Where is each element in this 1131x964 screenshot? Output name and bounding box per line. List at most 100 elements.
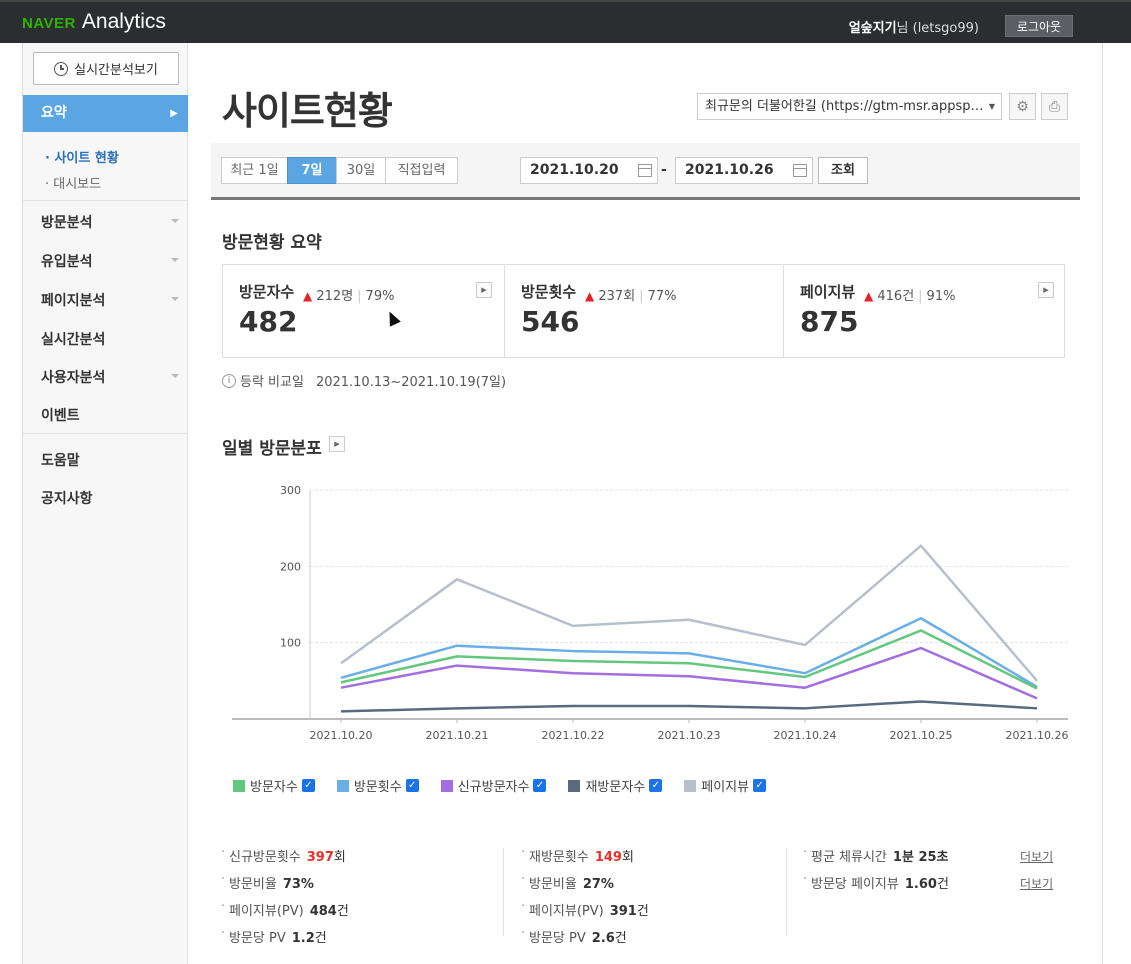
legend-swatch <box>568 779 581 792</box>
stat-value: 484 <box>309 904 337 919</box>
stat-value: 1분 25초 <box>892 850 949 865</box>
filter-bar: 최근 1일 7일 30일 직접입력 2021.10.20 - 2021.10.2… <box>211 143 1080 200</box>
stat-value: 397 <box>306 850 334 865</box>
y-tick-label: 100 <box>280 637 301 650</box>
sidebar-item-help[interactable]: 도움말 <box>41 453 80 469</box>
detail-arrow-button[interactable]: ▶ <box>1038 282 1054 298</box>
summary-label: 방문자수 <box>239 283 295 301</box>
stats-dwell: 평균 체류시간 1분 25초 방문당 페이지뷰 1.60건 <box>803 845 949 900</box>
sidebar-item-notices[interactable]: 공지사항 <box>41 491 93 507</box>
page-title: 사이트현황 <box>222 89 393 133</box>
stat-value: 73% <box>282 877 314 892</box>
summary-card-pageviews: 페이지뷰 ▲ 416건 | 91% 875 ▶ <box>783 265 1064 357</box>
summary-delta: ▲ 237회 | 77% <box>585 289 677 304</box>
site-select-value: 최규문의 더불어한길 (https://gtm-msr.appsp… <box>705 99 984 114</box>
checkbox-checked-icon[interactable]: ✓ <box>533 779 547 792</box>
chevron-down-icon <box>171 297 179 301</box>
date-to-value: 2021.10.26 <box>685 162 774 178</box>
summary-delta-value: 416건 <box>877 289 915 304</box>
period-7day-button[interactable]: 7일 <box>287 157 337 184</box>
sidebar-item-user-analysis[interactable]: 사용자분석 <box>41 370 106 386</box>
stat-value: 1.2 <box>291 931 315 946</box>
chevron-down-icon <box>171 374 179 378</box>
sidebar-item-inflow-analysis[interactable]: 유입분석 <box>41 254 93 270</box>
stat-label: 방문비율 <box>229 877 277 892</box>
logo[interactable]: NAVER Analytics <box>22 10 166 34</box>
legend-item-pageviews[interactable]: 페이지뷰 ✓ <box>684 776 767 795</box>
realtime-button-label: 실시간분석보기 <box>74 63 158 78</box>
sidebar-item-summary[interactable]: 요약 ▶ <box>23 95 188 132</box>
stat-unit: 회 <box>621 850 634 865</box>
stat-value: 149 <box>594 850 622 865</box>
summary-delta-pct: 91% <box>926 289 956 304</box>
legend-swatch <box>684 779 697 792</box>
more-link[interactable]: 더보기 <box>1020 850 1054 864</box>
user-id: 님 (letsgo99) <box>896 21 979 36</box>
subnav-dashboard[interactable]: · 대시보드 <box>45 177 102 192</box>
more-link[interactable]: 더보기 <box>1020 877 1054 891</box>
logout-button[interactable]: 로그아웃 <box>1005 15 1073 37</box>
stat-unit: 건 <box>936 877 949 892</box>
summary-title: 방문현황 요약 <box>222 233 322 253</box>
print-button[interactable]: ⎙ <box>1041 93 1068 120</box>
summary-delta-value: 237회 <box>598 289 636 304</box>
stat-unit: 건 <box>336 904 349 919</box>
date-to-input[interactable]: 2021.10.26 <box>675 157 813 184</box>
stat-label: 페이지뷰(PV) <box>529 904 604 919</box>
x-tick-label: 2021.10.22 <box>542 729 605 742</box>
legend-item-returning-visitors[interactable]: 재방문자수 ✓ <box>568 776 663 795</box>
stat-label: 방문당 PV <box>529 931 586 946</box>
summary-value: 875 <box>800 305 859 338</box>
legend-item-visits[interactable]: 방문횟수 ✓ <box>336 776 419 795</box>
checkbox-checked-icon[interactable]: ✓ <box>301 779 315 792</box>
date-from-input[interactable]: 2021.10.20 <box>520 157 658 184</box>
realtime-analysis-button[interactable]: 실시간분석보기 <box>33 52 179 85</box>
stat-value: 2.6 <box>591 931 615 946</box>
daily-chart-title: 일별 방문분포 <box>222 439 322 459</box>
chevron-right-icon: ▶ <box>170 108 178 119</box>
sidebar-item-page-analysis[interactable]: 페이지분석 <box>41 293 106 309</box>
legend-item-visitors[interactable]: 방문자수 ✓ <box>233 776 315 795</box>
checkbox-checked-icon[interactable]: ✓ <box>405 779 419 792</box>
checkbox-checked-icon[interactable]: ✓ <box>753 779 767 792</box>
logo-analytics: Analytics <box>81 10 166 33</box>
sidebar-item-visit-analysis[interactable]: 방문분석 <box>41 215 93 231</box>
x-tick-label: 2021.10.25 <box>890 729 953 742</box>
detail-arrow-button[interactable]: ▶ <box>329 436 345 452</box>
x-tick-label: 2021.10.23 <box>658 729 721 742</box>
summary-delta-pct: 77% <box>647 289 677 304</box>
settings-button[interactable]: ⚙ <box>1009 93 1036 120</box>
stat-row: 페이지뷰(PV) 391건 <box>521 899 649 927</box>
legend-label: 재방문자수 <box>585 780 646 795</box>
legend-item-new-visitors[interactable]: 신규방문자수 ✓ <box>440 776 547 795</box>
detail-arrow-button[interactable]: ▶ <box>476 282 492 298</box>
period-1day-button[interactable]: 최근 1일 <box>221 157 288 184</box>
checkbox-checked-icon[interactable]: ✓ <box>649 779 663 792</box>
period-custom-button[interactable]: 직접입력 <box>385 157 458 184</box>
site-select[interactable]: 최규문의 더불어한길 (https://gtm-msr.appsp… ▼ <box>697 93 1002 120</box>
subnav-site-status[interactable]: · 사이트 현황 <box>45 151 119 166</box>
divider <box>786 848 787 936</box>
chart-legend: 방문자수 ✓ 방문횟수 ✓ 신규방문자수 ✓ 재방문자수 ✓ 페이지뷰 ✓ <box>233 776 788 795</box>
user-name: 얼숲지기 <box>848 21 897 36</box>
stat-row: 방문당 페이지뷰 1.60건 <box>803 872 949 900</box>
x-tick-label: 2021.10.24 <box>774 729 837 742</box>
sidebar-item-realtime-analysis[interactable]: 실시간분석 <box>41 332 106 348</box>
user-info: 얼숲지기님 (letsgo99) <box>849 17 979 36</box>
sidebar-item-events[interactable]: 이벤트 <box>41 408 80 424</box>
divider <box>23 200 188 201</box>
stat-label: 신규방문횟수 <box>229 850 301 865</box>
stat-row: 방문당 PV 2.6건 <box>521 926 649 954</box>
sidebar-item-label: 요약 <box>41 105 67 121</box>
search-button[interactable]: 조회 <box>818 157 868 184</box>
legend-swatch <box>233 779 245 792</box>
calendar-icon[interactable] <box>638 164 652 177</box>
divider <box>503 848 504 936</box>
calendar-icon[interactable] <box>793 164 807 177</box>
printer-icon: ⎙ <box>1048 98 1061 115</box>
period-30day-button[interactable]: 30일 <box>336 157 386 184</box>
daily-line-chart: 100 200 300 2021.10.20 2021.10.21 2021.10.22 2… <box>232 484 1068 742</box>
stat-value: 1.60 <box>904 877 937 892</box>
